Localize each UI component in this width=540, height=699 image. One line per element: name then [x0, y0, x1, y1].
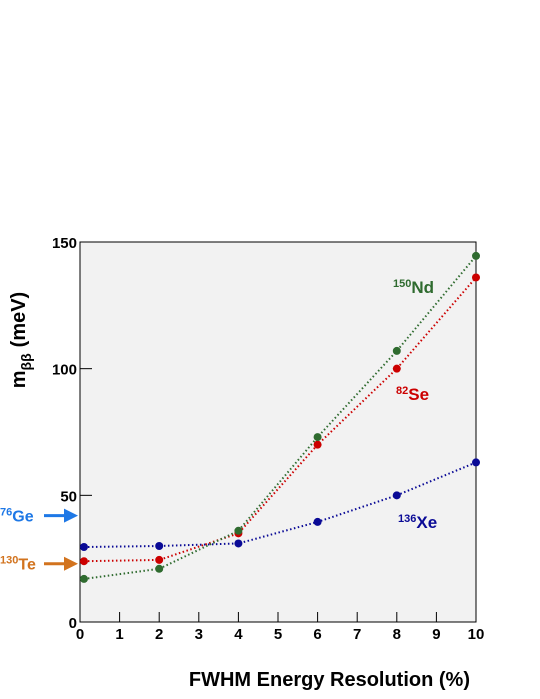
data-point — [155, 542, 164, 550]
isotope-mass-number: 76 — [0, 507, 12, 519]
data-point — [234, 526, 243, 535]
series-label: 82Se — [396, 385, 429, 404]
isotope-mass-number: 130 — [0, 555, 18, 567]
isotope-arrow-head — [64, 556, 78, 571]
data-point — [79, 557, 88, 566]
y-tick-label: 100 — [52, 362, 77, 379]
data-point — [79, 574, 88, 583]
x-tick-label: 0 — [76, 626, 84, 643]
y-title-symbol: m — [8, 370, 30, 388]
plot-area — [79, 241, 477, 623]
series-name: Nd — [411, 278, 434, 297]
series-label: 136Xe — [398, 513, 437, 532]
x-tick-label: 6 — [313, 626, 321, 643]
series-label: 150Nd — [393, 278, 434, 297]
x-tick-label: 5 — [274, 626, 282, 643]
x-tick-label: 10 — [468, 626, 485, 643]
x-tick-label: 2 — [155, 626, 163, 643]
y-tick-label: 150 — [52, 235, 77, 252]
data-point — [313, 440, 322, 449]
x-tick-label: 7 — [353, 626, 361, 643]
x-tick-label: 4 — [234, 626, 243, 643]
series-mass-number: 150 — [393, 278, 411, 290]
data-point — [472, 273, 480, 282]
series-mass-number: 136 — [398, 513, 416, 525]
series-mass-number: 82 — [396, 385, 408, 397]
data-point — [234, 539, 243, 548]
x-axis-title: FWHM Energy Resolution (%) — [189, 669, 470, 691]
series-name: Xe — [416, 513, 437, 532]
y-title-subscript: ββ — [18, 353, 34, 371]
series-name: Se — [408, 385, 429, 404]
data-point — [79, 543, 88, 552]
y-axis-title: mββ (meV) — [8, 292, 34, 388]
series-line — [83, 255, 477, 580]
isotope-label: 76Ge — [0, 507, 34, 526]
data-point — [472, 251, 480, 260]
data-point — [313, 517, 322, 526]
y-title-unit: (meV) — [8, 292, 30, 348]
data-point — [155, 555, 164, 564]
isotope-name: Te — [18, 557, 36, 574]
data-point — [392, 491, 401, 500]
data-point — [472, 458, 480, 467]
data-point — [392, 346, 401, 355]
x-tick-label: 1 — [115, 626, 123, 643]
y-tick-label: 50 — [60, 488, 77, 505]
data-point — [155, 564, 164, 573]
y-tick-label: 0 — [69, 615, 77, 632]
data-point — [392, 364, 401, 373]
isotope-name: Ge — [12, 509, 33, 526]
isotope-arrow-head — [64, 508, 78, 523]
x-tick-label: 8 — [393, 626, 401, 643]
isotope-label: 130Te — [0, 555, 36, 574]
data-point — [313, 433, 322, 442]
x-tick-label: 9 — [432, 626, 440, 643]
x-tick-label: 3 — [195, 626, 203, 643]
